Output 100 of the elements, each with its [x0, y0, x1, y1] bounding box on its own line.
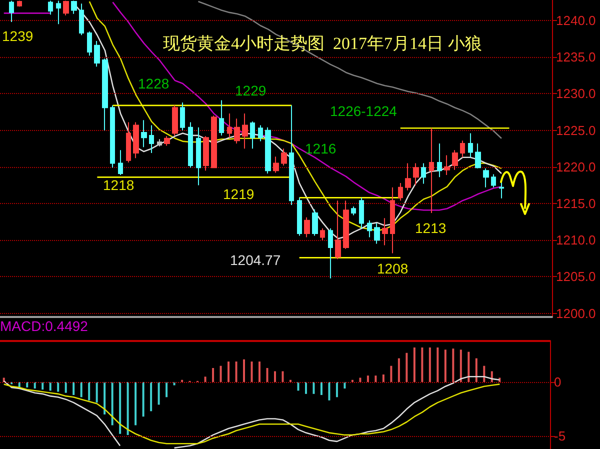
candlestick [273, 156, 279, 174]
candlestick [188, 122, 193, 168]
bar [72, 382, 75, 395]
candlestick [157, 138, 162, 147]
bar [142, 382, 144, 417]
annotation: 1219 [223, 186, 254, 202]
bar [173, 382, 176, 386]
bar [134, 382, 137, 426]
line-series [3, 384, 500, 444]
bar [312, 382, 315, 394]
annotation: 1239 [2, 28, 34, 44]
bar [104, 382, 106, 414]
candlestick [405, 162, 411, 191]
bar [444, 350, 446, 382]
candlestick [56, 0, 61, 25]
annotation: 1213 [415, 220, 446, 236]
candlestick [320, 228, 325, 241]
candlestick [468, 132, 473, 158]
bar [111, 382, 114, 426]
annotation: 1229 [235, 82, 266, 98]
bar [80, 382, 82, 398]
y-tick-label: -5 [554, 428, 566, 444]
line-series [198, 0, 502, 140]
bar [328, 382, 330, 400]
bar [119, 382, 122, 434]
bar [468, 352, 470, 382]
candlestick [452, 150, 458, 170]
candlestick [312, 208, 318, 236]
y-tick-label: 1205.0 [556, 269, 596, 284]
candlestick [297, 197, 302, 236]
bar [266, 368, 268, 382]
candlestick [141, 120, 147, 148]
candlestick [79, 3, 84, 36]
bar [150, 382, 152, 412]
bar [304, 382, 307, 394]
candlestick [491, 174, 496, 188]
candlestick [219, 100, 224, 136]
bar [297, 382, 300, 391]
bar [382, 374, 384, 382]
candlestick [118, 150, 123, 176]
annotation: 1216 [305, 140, 336, 157]
candlestick [149, 124, 154, 154]
candlestick [437, 142, 442, 178]
candlestick [180, 102, 185, 131]
candlestick [367, 220, 372, 238]
candlestick [328, 228, 333, 279]
candlestick [227, 112, 232, 138]
y-tick-label: 1215.0 [556, 196, 596, 212]
candlestick [460, 140, 465, 158]
bar [351, 380, 354, 382]
candlestick [304, 216, 310, 238]
bar [398, 358, 400, 382]
y-tick-label: 1230.0 [556, 86, 596, 102]
candlestick [483, 168, 489, 188]
bar [460, 350, 462, 382]
bar [243, 359, 246, 382]
text: 现货黄金4小时走势图 2017年7月14日 小狼 [163, 34, 482, 53]
candlestick [351, 206, 356, 216]
annotation: 1218 [103, 177, 134, 194]
candlestick [265, 126, 271, 174]
bar [126, 382, 129, 435]
candlestick [335, 200, 341, 260]
bar [96, 382, 98, 403]
bar [220, 366, 222, 382]
bar [204, 376, 206, 382]
bar [374, 376, 377, 382]
bar [406, 352, 408, 382]
bar [88, 382, 90, 400]
candlestick [234, 118, 240, 144]
candlestick [211, 115, 217, 168]
candlestick [9, 0, 14, 22]
candlestick [63, 0, 69, 16]
bar [413, 347, 416, 382]
bar [258, 362, 261, 382]
bar [421, 347, 424, 382]
candlestick [475, 142, 481, 169]
bar [34, 382, 36, 389]
bar [64, 382, 67, 393]
bar [250, 362, 253, 382]
bar [452, 348, 454, 382]
bar [26, 382, 28, 388]
bar [428, 347, 431, 382]
candlestick [429, 128, 434, 214]
candlestick [258, 124, 263, 142]
y-tick-label: 1220.0 [556, 159, 596, 174]
candlestick [48, 0, 53, 16]
candlestick [390, 186, 395, 254]
candlestick [281, 148, 287, 166]
candlestick [250, 121, 255, 150]
y-tick-label: 1235.0 [556, 50, 596, 65]
bar [57, 382, 60, 392]
candlestick [359, 197, 364, 229]
bar [228, 362, 230, 382]
candlestick [164, 136, 170, 146]
candlestick [413, 162, 419, 186]
candlestick [110, 104, 115, 168]
bar [390, 366, 392, 382]
bar [359, 378, 362, 382]
candlestick [499, 182, 504, 199]
candlestick [172, 104, 178, 136]
